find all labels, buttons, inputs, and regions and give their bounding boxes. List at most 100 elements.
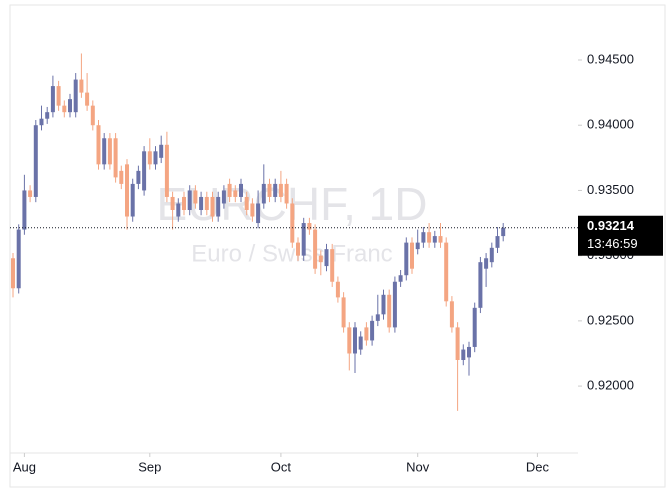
- y-tick-label: 0.92000: [587, 378, 634, 393]
- candle-body: [147, 151, 152, 165]
- candle-body: [96, 125, 101, 165]
- candle-body: [142, 151, 147, 191]
- candle-body: [273, 183, 278, 197]
- y-tick-label: 0.93500: [587, 182, 634, 197]
- candle-body: [113, 138, 118, 178]
- candle-body: [484, 258, 489, 269]
- candle-body: [495, 236, 500, 248]
- candle-body: [461, 349, 466, 360]
- candle-body: [347, 327, 352, 354]
- candle-body: [73, 79, 78, 113]
- candle-body: [216, 196, 221, 217]
- candle-body: [153, 151, 158, 165]
- candle-body: [125, 164, 129, 217]
- candle-body: [227, 183, 232, 197]
- x-tick-label: Nov: [406, 459, 430, 474]
- candle-body: [33, 125, 38, 197]
- candle-body: [267, 183, 272, 197]
- candle-body: [438, 236, 443, 243]
- candle-body: [392, 281, 397, 328]
- candle-body: [164, 144, 169, 197]
- y-tick-label: 0.92500: [587, 312, 634, 327]
- candle-body: [341, 297, 346, 328]
- candle-body: [261, 183, 266, 204]
- candle-body: [489, 247, 494, 263]
- candle-body: [444, 242, 449, 302]
- candle-body: [301, 223, 306, 256]
- candle-body: [119, 170, 124, 184]
- last-price-label: 0.93214: [587, 218, 635, 233]
- candle-body: [107, 138, 112, 165]
- candle-body: [290, 203, 295, 243]
- candle-body: [398, 275, 403, 282]
- y-tick-label: 0.94000: [587, 117, 634, 132]
- candle-body: [324, 249, 329, 267]
- candle-body: [432, 236, 437, 243]
- candle-body: [410, 242, 414, 269]
- candle-body: [353, 327, 357, 354]
- candle-body: [22, 190, 27, 230]
- candle-body: [381, 294, 386, 315]
- candle-body: [358, 336, 363, 350]
- candle-body: [90, 105, 95, 126]
- candle-body: [330, 249, 335, 282]
- candle-body: [187, 190, 192, 210]
- candle-body: [11, 258, 15, 289]
- x-tick-label: Oct: [271, 459, 292, 474]
- candle-body: [455, 327, 460, 360]
- candle-body: [79, 79, 84, 93]
- candle-body: [50, 86, 55, 113]
- y-tick-label: 0.94500: [587, 51, 634, 66]
- candle-body: [159, 144, 164, 158]
- candle-body: [318, 255, 323, 263]
- candle-body: [421, 232, 426, 243]
- candle-body: [28, 190, 33, 197]
- candle-body: [62, 105, 67, 113]
- candle-body: [68, 99, 72, 113]
- candle-body: [501, 227, 506, 237]
- countdown-label: 13:46:59: [587, 236, 638, 251]
- candle-body: [199, 196, 204, 210]
- candle-body: [250, 203, 255, 217]
- candle-body: [182, 196, 186, 210]
- candle-body: [136, 170, 141, 184]
- candle-body: [193, 190, 198, 204]
- candle-body: [39, 118, 44, 126]
- candle-body: [256, 203, 261, 224]
- candle-body: [427, 232, 432, 243]
- candle-body: [370, 320, 375, 341]
- candle-body: [221, 190, 226, 204]
- candle-body: [415, 242, 420, 250]
- candle-body: [210, 196, 215, 217]
- candle-body: [16, 229, 21, 289]
- candle-body: [176, 203, 181, 217]
- candle-body: [244, 196, 249, 210]
- candle-body: [233, 190, 238, 197]
- x-tick-label: Dec: [526, 459, 550, 474]
- candle-body: [204, 196, 209, 210]
- candle-body: [239, 183, 243, 197]
- candle-body: [45, 112, 50, 119]
- candle-body: [375, 314, 380, 321]
- candle-body: [278, 183, 283, 197]
- candle-body: [85, 92, 90, 106]
- candle-body: [313, 229, 318, 269]
- candle-body: [56, 86, 61, 106]
- candle-body: [364, 327, 369, 341]
- candle-body: [296, 242, 300, 256]
- candle-body: [387, 294, 392, 328]
- candle-body: [449, 301, 454, 328]
- candle-body: [284, 183, 289, 204]
- candle-body: [467, 346, 471, 358]
- chart-frame: [9, 4, 666, 488]
- candle-body: [335, 281, 340, 298]
- x-tick-label: Aug: [13, 459, 36, 474]
- candle-body: [130, 183, 135, 217]
- candle-body: [102, 138, 107, 165]
- last-price-box: [578, 215, 663, 256]
- candle-body: [472, 307, 477, 347]
- candle-body: [170, 196, 175, 210]
- candle-body: [478, 262, 483, 308]
- x-tick-label: Sep: [138, 459, 161, 474]
